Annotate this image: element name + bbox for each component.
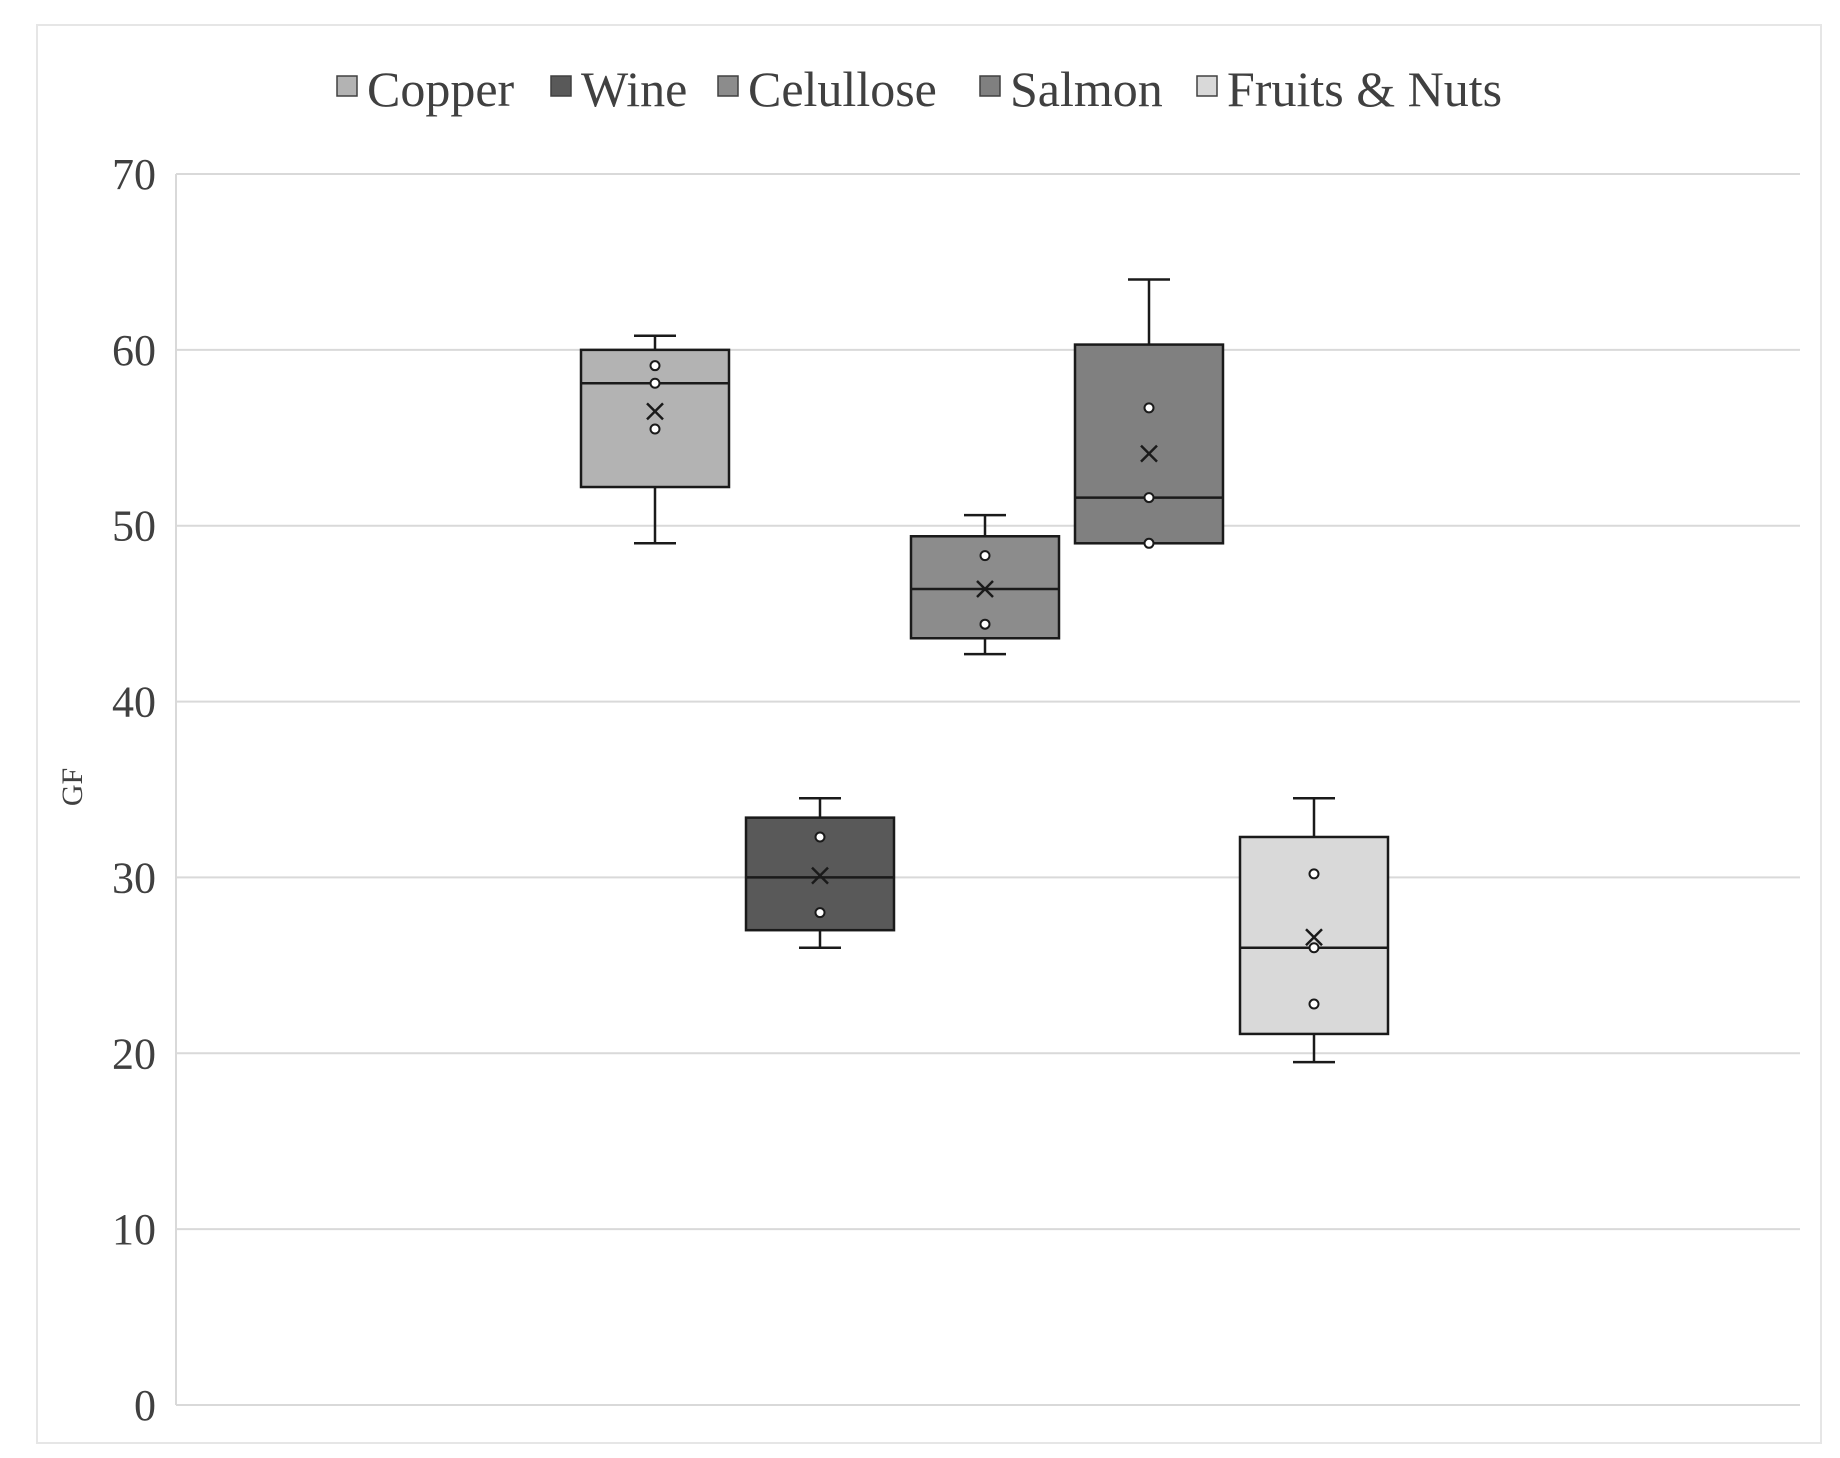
mean-marker	[1305, 928, 1323, 947]
y-tick-label: 30	[112, 853, 156, 902]
mean-marker-stroke	[811, 866, 829, 885]
mean-marker-stroke	[976, 580, 994, 598]
legend-swatch	[1196, 75, 1218, 97]
data-point	[1308, 868, 1320, 880]
legend-item: Fruits & Nuts	[1196, 61, 1502, 117]
mean-marker-stroke	[1140, 444, 1158, 463]
legend-item: Celullose	[717, 61, 937, 117]
box-body	[579, 348, 731, 489]
data-point	[1143, 492, 1155, 504]
box-salmon	[1073, 278, 1225, 549]
legend-item: Copper	[336, 61, 515, 117]
data-point	[814, 907, 826, 919]
data-point	[1143, 402, 1155, 414]
y-tick-label: 0	[134, 1381, 156, 1430]
box-celullose	[909, 513, 1061, 656]
mean-marker	[646, 402, 664, 421]
mean-marker	[976, 580, 994, 598]
y-axis-ticks: 0 10 20 30 40 50 60 70	[112, 150, 156, 1430]
data-point	[1308, 998, 1320, 1010]
y-axis-title: GF	[56, 768, 89, 806]
legend-label: Celullose	[748, 61, 937, 117]
y-tick-label: 10	[112, 1205, 156, 1254]
mean-marker-stroke	[646, 402, 664, 421]
data-point	[814, 831, 826, 843]
legend-label: Wine	[581, 61, 687, 117]
data-point	[1308, 942, 1320, 954]
y-tick-label: 20	[112, 1029, 156, 1078]
data-point	[649, 377, 661, 389]
y-tick-label: 40	[112, 678, 156, 727]
y-tick-label: 60	[112, 326, 156, 375]
box-wine	[744, 797, 896, 950]
legend-label: Salmon	[1010, 61, 1163, 117]
data-point	[979, 618, 991, 630]
chart-frame	[36, 24, 1822, 1444]
box-body	[1073, 343, 1225, 545]
mean-marker	[1140, 444, 1158, 463]
legend-swatch	[550, 75, 572, 97]
box-copper	[579, 334, 731, 545]
legend-swatch	[336, 75, 358, 97]
data-point	[1143, 537, 1155, 549]
gridlines	[175, 173, 1800, 1406]
legend-swatch	[979, 75, 1001, 97]
legend-swatch	[717, 75, 739, 97]
data-point	[979, 550, 991, 562]
legend-label: Fruits & Nuts	[1227, 61, 1502, 117]
y-tick-label: 50	[112, 502, 156, 551]
box-fruits-nuts	[1238, 797, 1390, 1064]
legend: Copper Wine Celullose Salmon Fruits & Nuts	[336, 61, 1502, 117]
legend-label: Copper	[367, 61, 515, 117]
mean-marker-stroke	[1305, 928, 1323, 947]
data-point	[649, 360, 661, 372]
box-series	[579, 278, 1390, 1064]
data-point	[649, 423, 661, 435]
y-tick-label: 70	[112, 150, 156, 199]
mean-marker	[811, 866, 829, 885]
legend-item: Salmon	[979, 61, 1163, 117]
legend-item: Wine	[550, 61, 687, 117]
